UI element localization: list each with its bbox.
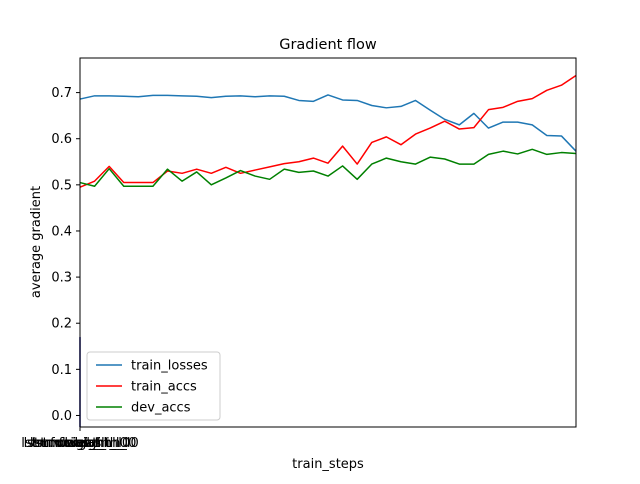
x-axis-label: train_steps — [292, 457, 364, 472]
plot-frame — [79, 57, 577, 428]
legend-box — [86, 351, 221, 421]
chart-title: Gradient flow — [279, 37, 377, 53]
y-tick-label: 0.3 — [51, 271, 72, 286]
x-tick-label: fc.weight — [50, 436, 110, 451]
legend-label: train_accs — [131, 380, 197, 395]
series-line-train-losses — [79, 94, 577, 152]
y-tick-label: 0.2 — [51, 317, 72, 332]
x-tick-label: lstm.bias_hh_l0 — [30, 436, 130, 451]
x-tick-label: lstm.bias_ih_l0 — [32, 436, 128, 451]
x-tick-label: lstm.weight_hh_l0 — [21, 436, 138, 451]
y-tick-label: 0.1 — [51, 363, 72, 378]
y-axis-label: average gradient — [29, 186, 44, 298]
legend-label: dev_accs — [131, 401, 191, 416]
y-tick-label: 0.4 — [51, 224, 72, 239]
y-tick-label: 0.7 — [51, 86, 72, 101]
y-tick-label: 0.5 — [51, 178, 72, 193]
x-tick-label: fc.bias — [59, 436, 102, 451]
legend: train_losses train_accs dev_accs — [86, 351, 221, 421]
y-tick-label: 0.6 — [51, 132, 72, 147]
series-line-train-accs — [79, 74, 577, 188]
legend-label: train_losses — [131, 359, 208, 374]
y-tick-label: 0.0 — [51, 409, 72, 424]
x-tick-label: lstm.weight_ih_l0 — [24, 436, 137, 451]
series-line-dev-accs — [79, 148, 577, 187]
